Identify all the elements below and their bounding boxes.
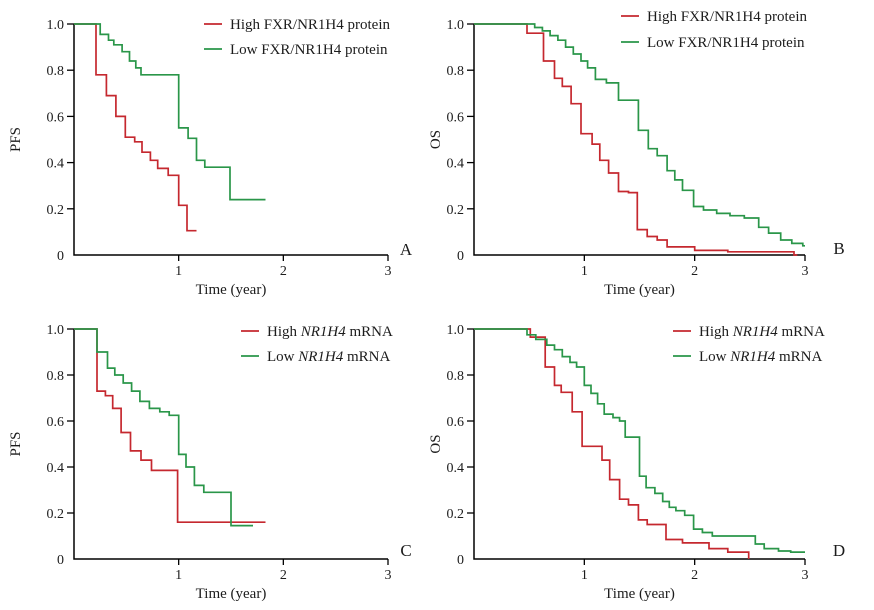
- legend-label-part: mRNA: [775, 349, 822, 365]
- panel-A-x-tick-label-2: 2: [280, 264, 287, 279]
- panel-C-y-axis-title: PFS: [8, 431, 24, 456]
- panel-C-x-tick-label-3: 3: [385, 568, 392, 583]
- panel-B-x-tick-label-1: 1: [581, 264, 588, 279]
- panel-C: 1 2 3 0 0.2 0.4 0.6 0.8 1.0 PFS Time (year) C High N…: [8, 323, 412, 602]
- legend-label-part: NR1H4: [300, 324, 347, 340]
- panel-C-series-low-curve: [74, 328, 253, 527]
- panel-D-x-tick-label-3: 3: [802, 568, 809, 583]
- legend-label-part: Low: [267, 349, 298, 365]
- panel-B-y-tick-label-0.8: 0.8: [447, 64, 465, 79]
- panel-A-series-high-curve: [74, 23, 197, 232]
- panel-B-series-low-curve: [474, 23, 805, 247]
- panel-B-legend-label-low: Low FXR/NR1H4 protein: [647, 35, 805, 51]
- panel-D-legend-label-high: High NR1H4 mRNA: [699, 324, 825, 340]
- panel-A-x-tick-label-1: 1: [175, 264, 182, 279]
- panel-B-letter: B: [833, 239, 844, 258]
- panel-D-letter: D: [833, 541, 845, 560]
- legend-label-part: mRNA: [778, 324, 825, 340]
- panel-B-y-axis-title: OS: [428, 130, 444, 149]
- legend-label-part: Low FXR/NR1H4 protein: [647, 35, 805, 51]
- panel-B-y-tick-label-0.2: 0.2: [447, 203, 465, 218]
- panel-D-series-high-curve: [474, 328, 750, 559]
- legend-label-part: Low: [699, 349, 730, 365]
- panel-B: 1 2 3 0 0.2 0.4 0.6 0.8 1.0 OS Time (year) B High FX…: [428, 9, 845, 298]
- panel-D-y-tick-label-0.8: 0.8: [447, 369, 465, 384]
- panel-A-y-tick-label-0: 0: [57, 249, 64, 264]
- legend-label-part: High FXR/NR1H4 protein: [647, 9, 808, 25]
- panel-C-x-tick-label-2: 2: [280, 568, 287, 583]
- legend-label-part: NR1H4: [732, 324, 779, 340]
- legend-label-part: mRNA: [343, 349, 390, 365]
- panel-C-y-tick-label-0.4: 0.4: [47, 461, 65, 476]
- panel-A-y-tick-label-0.6: 0.6: [47, 110, 65, 125]
- panel-A-y-tick-label-0.8: 0.8: [47, 64, 65, 79]
- panel-D-series-low-curve: [474, 328, 805, 553]
- panel-C-y-tick-label-0: 0: [57, 553, 64, 568]
- panel-A-series-low-curve: [74, 23, 266, 201]
- legend-label-part: NR1H4: [297, 349, 344, 365]
- panel-B-axes: [473, 24, 805, 256]
- panel-B-y-tick-label-0: 0: [457, 249, 464, 264]
- panel-B-x-tick-label-2: 2: [691, 264, 698, 279]
- panel-C-legend-label-high: High NR1H4 mRNA: [267, 324, 393, 340]
- legend-label-part: mRNA: [346, 324, 393, 340]
- panel-D-y-tick-label-1.0: 1.0: [447, 323, 465, 338]
- panel-C-y-tick-label-1.0: 1.0: [47, 323, 65, 338]
- panel-A-legend-label-low: Low FXR/NR1H4 protein: [230, 42, 388, 58]
- legend-label-part: Low FXR/NR1H4 protein: [230, 42, 388, 58]
- panel-D-y-tick-label-0.2: 0.2: [447, 507, 465, 522]
- panel-D-y-tick-label-0.6: 0.6: [447, 415, 465, 430]
- panel-C-letter: C: [400, 541, 411, 560]
- panel-B-x-axis-title: Time (year): [604, 282, 675, 298]
- legend-label-part: High: [267, 324, 301, 340]
- panel-B-y-tick-label-0.6: 0.6: [447, 110, 465, 125]
- panel-D-x-axis-title: Time (year): [604, 586, 675, 602]
- panel-D-y-tick-label-0.4: 0.4: [447, 461, 465, 476]
- panel-D-legend-label-low: Low NR1H4 mRNA: [699, 349, 823, 365]
- panel-A: 1 2 3 0 0.2 0.4 0.6 0.8 1.0 PFS Time (year) A High F…: [8, 17, 413, 298]
- panel-C-x-tick-label-1: 1: [175, 568, 182, 583]
- panel-D-y-tick-label-0: 0: [457, 553, 464, 568]
- panel-A-x-axis-title: Time (year): [196, 282, 267, 298]
- panel-A-y-axis-title: PFS: [8, 127, 24, 152]
- panel-A-y-tick-label-1.0: 1.0: [47, 18, 65, 33]
- panel-C-legend-label-low: Low NR1H4 mRNA: [267, 349, 391, 365]
- panel-A-axes: [73, 24, 388, 256]
- panel-D-x-tick-label-2: 2: [691, 568, 698, 583]
- panel-B-legend-label-high: High FXR/NR1H4 protein: [647, 9, 808, 25]
- panel-D-y-axis-title: OS: [428, 434, 444, 453]
- panel-D-x-tick-label-1: 1: [581, 568, 588, 583]
- panel-B-y-tick-label-1.0: 1.0: [447, 18, 465, 33]
- legend-label-part: High FXR/NR1H4 protein: [230, 17, 391, 33]
- panel-D: 1 2 3 0 0.2 0.4 0.6 0.8 1.0 OS Time (year) D High NR…: [428, 323, 845, 602]
- legend-label-part: High: [699, 324, 733, 340]
- panel-A-y-tick-label-0.2: 0.2: [47, 203, 65, 218]
- legend-label-part: NR1H4: [729, 349, 776, 365]
- panel-A-letter: A: [400, 240, 413, 259]
- panel-A-x-tick-label-3: 3: [385, 264, 392, 279]
- panel-C-y-tick-label-0.6: 0.6: [47, 415, 65, 430]
- panel-C-y-tick-label-0.8: 0.8: [47, 369, 65, 384]
- panel-A-legend-label-high: High FXR/NR1H4 protein: [230, 17, 391, 33]
- panel-B-x-tick-label-3: 3: [802, 264, 809, 279]
- panel-C-x-axis-title: Time (year): [196, 586, 267, 602]
- panel-C-series-high-curve: [74, 328, 266, 524]
- panel-B-series-high-curve: [474, 23, 798, 256]
- panel-C-y-tick-label-0.2: 0.2: [47, 507, 65, 522]
- panel-A-y-tick-label-0.4: 0.4: [47, 157, 65, 172]
- panel-B-y-tick-label-0.4: 0.4: [447, 157, 465, 172]
